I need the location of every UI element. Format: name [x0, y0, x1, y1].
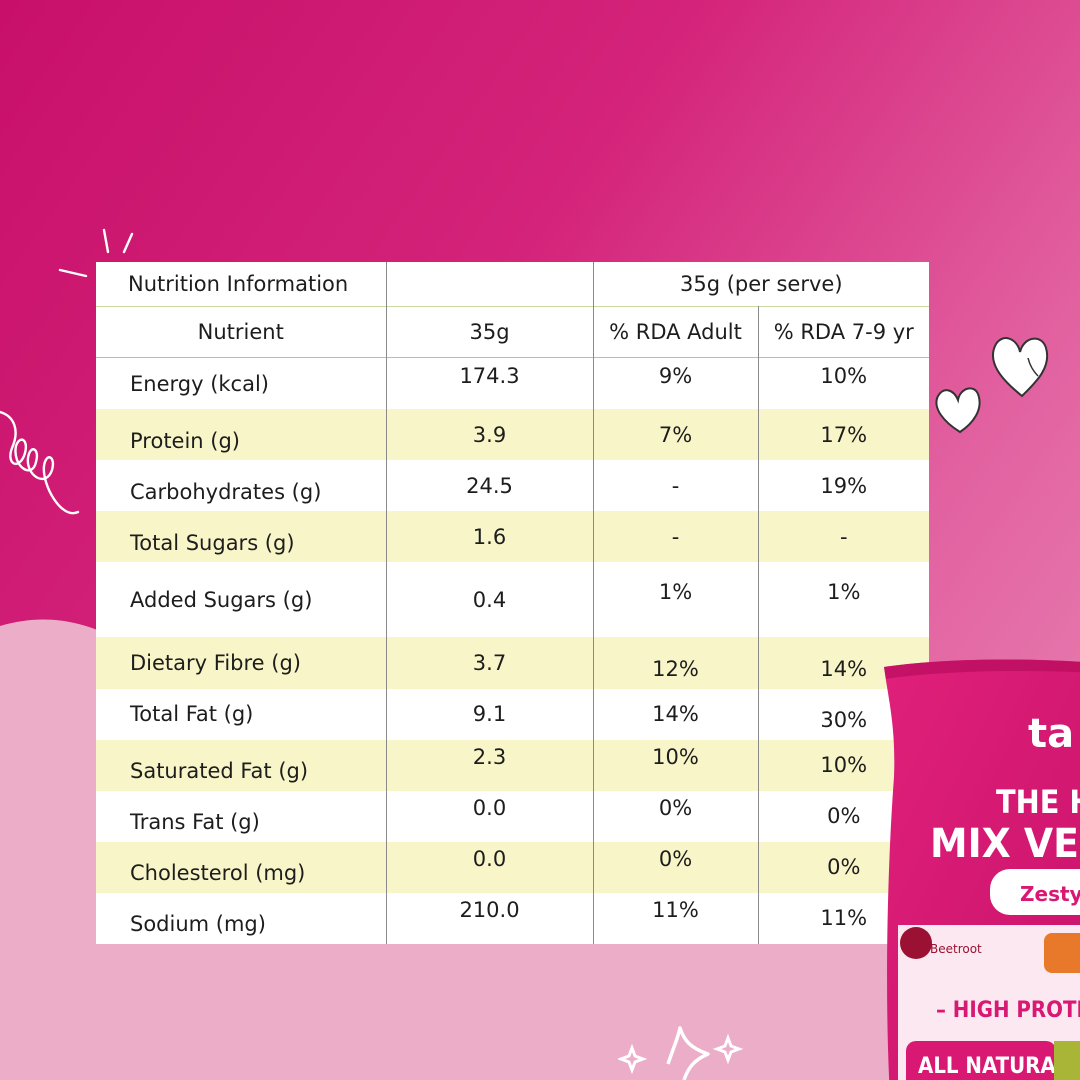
rda-kids: 17% — [758, 409, 930, 461]
rda-kids: 0% — [827, 804, 861, 829]
nutrient-name: Protein (g) — [96, 409, 387, 461]
nutrient-name: Added Sugars (g) — [96, 562, 387, 638]
table-row: Sodium (mg) 210.0 11% 11% — [96, 892, 929, 944]
rda-adult: 7% — [593, 409, 759, 461]
pack-brand: ta — [1028, 711, 1074, 757]
table-row: Total Sugars (g) 1.6 - - — [96, 511, 930, 563]
rda-adult: 1% — [593, 562, 759, 638]
rda-kids: 14% — [758, 637, 930, 689]
nutrient-amount: 174.3 — [386, 357, 594, 410]
nutrient-amount: 3.9 — [386, 409, 594, 461]
table-row: Added Sugars (g) 0.4 1% 1% — [96, 562, 929, 638]
rda-adult: 0% — [593, 790, 759, 842]
nutrient-amount: 9.1 — [386, 688, 594, 740]
sparkle-icon — [58, 228, 134, 278]
nutrient-amount: 0.0 — [386, 841, 594, 893]
rda-adult: - — [593, 511, 759, 563]
nutrient-amount: 2.3 — [386, 739, 594, 791]
table-title: Nutrition Information — [96, 262, 387, 307]
table-row: Protein (g) 3.9 7% 17% — [96, 409, 930, 461]
nutrient-amount: 1.6 — [386, 511, 594, 563]
col-header-rda-kids: % RDA 7-9 yr — [758, 306, 930, 358]
table-row: Saturated Fat (g) 2.3 10% 10% — [96, 739, 930, 791]
star-sparkle-icon — [618, 1026, 744, 1080]
table-row: Trans Fat (g) 0.0 0% 0% — [96, 790, 929, 842]
nutrient-name: Energy (kcal) — [96, 357, 387, 410]
nutrient-name: Total Fat (g) — [96, 688, 387, 740]
col-header-rda-adult: % RDA Adult — [593, 306, 759, 358]
rda-kids: - — [758, 511, 930, 563]
nutrient-name: Carbohydrates (g) — [96, 460, 387, 512]
pack-badge: ALL NATURAL — [918, 1054, 1069, 1079]
table-row: Dietary Fibre (g) 3.7 12% 14% — [96, 637, 930, 689]
rda-adult: 12% — [593, 637, 759, 689]
rda-kids: 19% — [820, 473, 868, 498]
table-row: Cholesterol (mg) 0.0 0% 0% — [96, 841, 930, 893]
product-package: ta THE H MIX VEG Zesty Beetroot – HIGH P… — [884, 659, 1080, 1080]
nutrient-name: Cholesterol (mg) — [96, 841, 387, 893]
nutrient-name: Trans Fat (g) — [96, 790, 387, 842]
nutrition-grid: Nutrition Information 35g (per serve) Nu… — [96, 262, 930, 944]
pack-title-line2: MIX VEG — [930, 821, 1080, 867]
nutrient-amount: 24.5 — [386, 460, 594, 512]
swirl-doodle — [0, 410, 80, 515]
nutrition-table: Nutrition Information 35g (per serve) Nu… — [96, 262, 930, 944]
rda-kids: 11% — [820, 906, 868, 931]
rda-kids: 10% — [758, 357, 930, 410]
nutrient-name: Saturated Fat (g) — [96, 739, 387, 791]
nutrient-amount: 210.0 — [386, 892, 594, 944]
col-header-nutrient: Nutrient — [96, 306, 387, 358]
nutrient-name: Total Sugars (g) — [96, 511, 387, 563]
rda-adult: 0% — [593, 841, 759, 893]
pack-title-line1: THE H — [996, 783, 1080, 821]
rda-adult: 10% — [593, 739, 759, 791]
rda-kids: 1% — [827, 579, 861, 604]
column-header-row: Nutrient 35g % RDA Adult % RDA 7-9 yr — [96, 306, 930, 358]
rda-adult: 9% — [593, 357, 759, 410]
empty-header-cell — [386, 262, 594, 307]
rda-adult: 14% — [593, 688, 759, 740]
col-header-amount: 35g — [386, 306, 594, 358]
nutrient-amount: 0.0 — [386, 790, 594, 842]
rda-kids: 30% — [820, 708, 868, 733]
table-row: Energy (kcal) 174.3 9% 10% — [96, 357, 930, 410]
nutrient-amount: 3.7 — [386, 637, 594, 689]
rda-adult: - — [593, 460, 759, 512]
table-row: Carbohydrates (g) 24.5 - 19% — [96, 460, 929, 512]
table-row: Total Fat (g) 9.1 14% 30% — [96, 688, 929, 740]
pack-ingredient-label: Beetroot — [930, 942, 982, 956]
pack-flavor: Zesty — [1020, 882, 1080, 906]
table-title-row: Nutrition Information 35g (per serve) — [96, 262, 929, 307]
nutrient-name: Dietary Fibre (g) — [96, 637, 387, 689]
pack-tagline: – HIGH PROTE — [936, 998, 1080, 1023]
serving-header: 35g (per serve) — [680, 272, 843, 297]
rda-adult: 11% — [593, 892, 759, 944]
nutrient-amount: 0.4 — [386, 562, 594, 638]
nutrient-name: Sodium (mg) — [96, 892, 387, 944]
heart-icon — [935, 337, 1049, 434]
